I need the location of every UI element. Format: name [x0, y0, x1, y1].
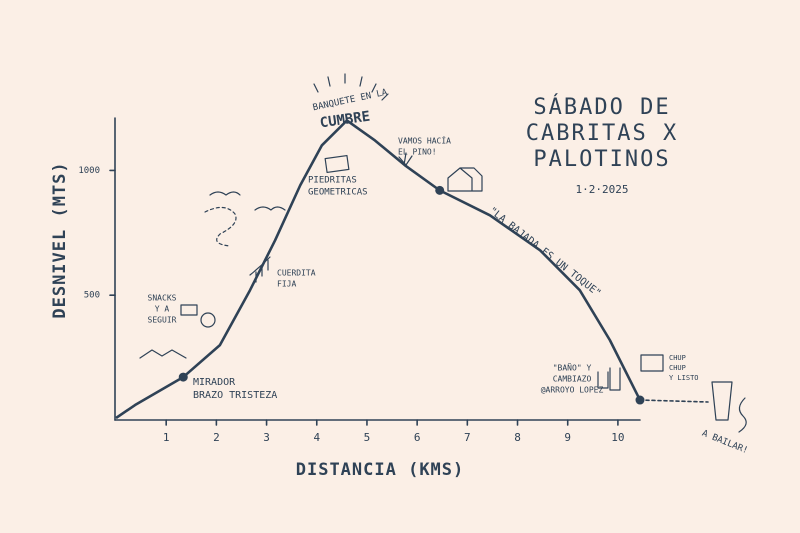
annotation: CAMBIAZO [553, 375, 592, 384]
annotation: PIEDRITAS [308, 176, 357, 186]
annotation: BRAZO TRISTEZA [193, 390, 277, 401]
x-tick-label: 4 [313, 431, 320, 444]
waypoint [635, 395, 645, 405]
annotation: FIJA [277, 280, 296, 289]
annotation: MIRADOR [193, 377, 236, 388]
title-line: PALOTINOS [533, 147, 670, 172]
y-axis-label: DESNIVEL (MTS) [50, 161, 70, 318]
x-tick-label: 9 [564, 431, 571, 444]
annotation: VAMOS HACÍA [398, 135, 451, 146]
elevation-line [115, 119, 642, 420]
x-tick-label: 7 [464, 431, 471, 444]
title-line: CABRITAS X [526, 121, 678, 146]
annotation: "BAÑO" Y [553, 363, 592, 373]
x-tick-label: 6 [414, 431, 421, 444]
annotation: SEGUIR [148, 316, 177, 325]
annotation: CHUP [669, 364, 686, 372]
x-tick-label: 1 [163, 431, 170, 444]
annotation: @ARROYO LOPEZ [541, 386, 604, 395]
annotation: CUERDITA [277, 269, 316, 278]
x-tick-label: 5 [364, 431, 371, 444]
x-tick-label: 2 [213, 431, 220, 444]
annotation: CUMBRE [319, 109, 371, 132]
annotation: EL PINO! [398, 148, 437, 157]
y-tick-label: 1000 [78, 166, 100, 176]
dashed-trail [639, 399, 709, 403]
x-tick-label: 10 [611, 431, 624, 444]
annotation: Y LISTO [669, 374, 699, 382]
annotation: CHUP [669, 354, 686, 362]
x-tick-label: 3 [263, 431, 270, 444]
title-line: SÁBADO DE [533, 94, 670, 120]
annotation: GEOMETRICAS [308, 188, 368, 198]
waypoint [435, 185, 445, 195]
x-tick-label: 8 [514, 431, 521, 444]
x-axis-label: DISTANCIA (KMS) [296, 460, 465, 480]
y-tick-label: 500 [84, 291, 100, 301]
annotation: Y A [155, 305, 170, 314]
annotation: SNACKS [148, 294, 177, 303]
doodles [139, 73, 747, 433]
waypoint [178, 372, 188, 382]
subtitle: 1·2·2025 [576, 183, 629, 196]
